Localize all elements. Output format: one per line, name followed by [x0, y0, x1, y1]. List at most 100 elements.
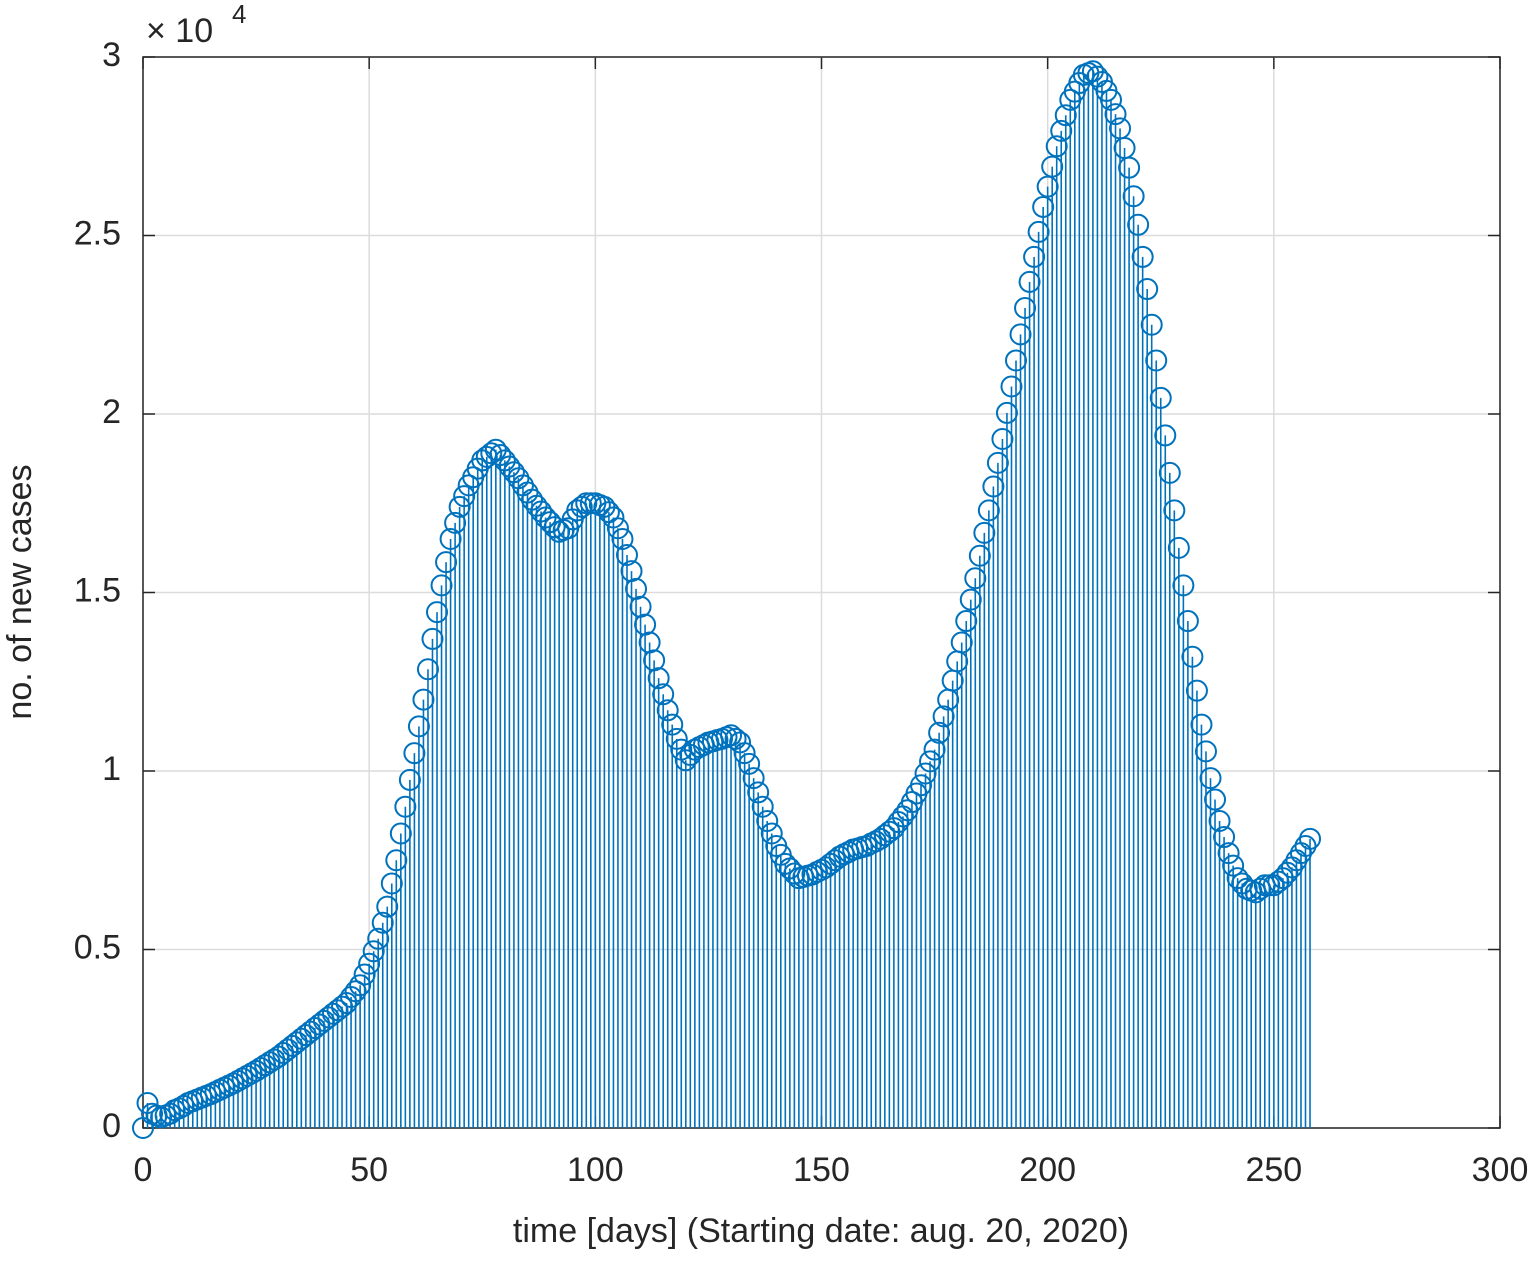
stem-marker	[995, 401, 1018, 424]
stem-marker	[453, 485, 476, 508]
stem-marker	[1023, 245, 1046, 268]
y-exponent-base: × 10	[146, 12, 213, 50]
stem-marker	[914, 762, 937, 785]
stem-marker	[416, 658, 439, 681]
stem-marker	[1294, 834, 1317, 857]
y-tick-label: 1	[102, 750, 121, 788]
stem-marker	[1027, 220, 1050, 243]
stem-marker	[783, 862, 806, 885]
stem-marker	[1172, 574, 1195, 597]
stem-marker	[403, 742, 426, 765]
stem-marker	[738, 752, 761, 775]
stem-marker	[367, 927, 390, 950]
stem-marker	[426, 601, 449, 624]
stem-marker	[923, 738, 946, 761]
stem-marker	[376, 895, 399, 918]
stem-marker	[652, 683, 675, 706]
stem-marker	[959, 588, 982, 611]
stem-marker	[919, 750, 942, 773]
stem-marker	[1041, 155, 1064, 178]
stem-marker	[389, 822, 412, 845]
stem-marker	[439, 527, 462, 550]
stem-marker	[973, 521, 996, 544]
stem-marker	[1000, 375, 1023, 398]
stem-marker	[1009, 323, 1032, 346]
y-tick-label: 2.5	[74, 214, 121, 252]
stem-marker	[665, 727, 688, 750]
stem-marker	[1299, 827, 1322, 850]
stem-marker	[1167, 536, 1190, 559]
stem-marker	[606, 517, 629, 540]
y-tick-label: 2	[102, 393, 121, 431]
stem-marker	[421, 627, 444, 650]
stem-marker	[543, 516, 566, 539]
stem-marker	[1185, 679, 1208, 702]
stem-marker	[751, 795, 774, 818]
y-axis-label: no. of new cases	[1, 464, 39, 719]
y-tick-label: 0	[102, 1107, 121, 1145]
stem-marker	[344, 980, 367, 1003]
x-axis-label: time [days] (Starting date: aug. 20, 202…	[513, 1212, 1129, 1250]
stem-marker	[1099, 88, 1122, 111]
stem-marker	[435, 551, 458, 574]
stem-marker	[760, 822, 783, 845]
stem-marker	[1176, 610, 1199, 633]
stem-marker	[1005, 349, 1028, 372]
stem-marker	[928, 721, 951, 744]
stem-marker	[371, 911, 394, 934]
stem-marker	[1208, 809, 1231, 832]
stem-marker	[955, 610, 978, 633]
stem-marker	[570, 495, 593, 518]
stem-marker	[1222, 854, 1245, 877]
stem-marker	[747, 781, 770, 804]
stem-marker	[430, 574, 453, 597]
stem-marker	[1014, 296, 1037, 319]
stem-marker	[661, 713, 684, 736]
stem-marker	[1163, 499, 1186, 522]
stem-marker	[380, 872, 403, 895]
stem-marker	[647, 667, 670, 690]
x-tick-label: 200	[1019, 1151, 1076, 1189]
stem-marker	[729, 731, 752, 754]
stem-marker	[480, 442, 503, 465]
stem-marker	[977, 499, 1000, 522]
stem-marker	[394, 795, 417, 818]
y-tick-label: 0.5	[74, 928, 121, 966]
y-tick-label: 3	[102, 36, 121, 74]
stem-marker	[385, 849, 408, 872]
stem-marker	[1045, 135, 1068, 158]
stem-marker	[1181, 645, 1204, 668]
stem-marker	[1140, 313, 1163, 336]
stem-marker	[742, 767, 765, 790]
y-exponent-power: 4	[232, 0, 246, 29]
stem-marker	[407, 715, 430, 738]
stem-marker	[398, 768, 421, 791]
stem-marker	[1194, 740, 1217, 763]
stem-marker	[349, 974, 372, 997]
stem-marker	[412, 688, 435, 711]
stem-marker	[1158, 461, 1181, 484]
stem-marker	[986, 451, 1009, 474]
stem-marker	[448, 495, 471, 518]
x-tick-label: 50	[350, 1151, 388, 1189]
stem-marker	[1131, 245, 1154, 268]
stem-marker	[444, 511, 467, 534]
x-tick-label: 100	[567, 1151, 624, 1189]
stem-marker	[1032, 195, 1055, 218]
stem-marker	[1122, 185, 1145, 208]
stem-marker	[932, 705, 955, 728]
stem-marker	[968, 544, 991, 567]
stem-marker	[982, 475, 1005, 498]
x-tick-label: 0	[134, 1151, 153, 1189]
stem-marker	[1217, 842, 1240, 865]
stem-marker	[602, 506, 625, 529]
stem-marker	[1190, 713, 1213, 736]
stem-marker	[1199, 767, 1222, 790]
stem-marker	[756, 809, 779, 832]
y-tick-label: 1.5	[74, 571, 121, 609]
stem-marker	[950, 631, 973, 654]
stem-marker	[1213, 826, 1236, 849]
stem-marker	[1050, 119, 1073, 142]
